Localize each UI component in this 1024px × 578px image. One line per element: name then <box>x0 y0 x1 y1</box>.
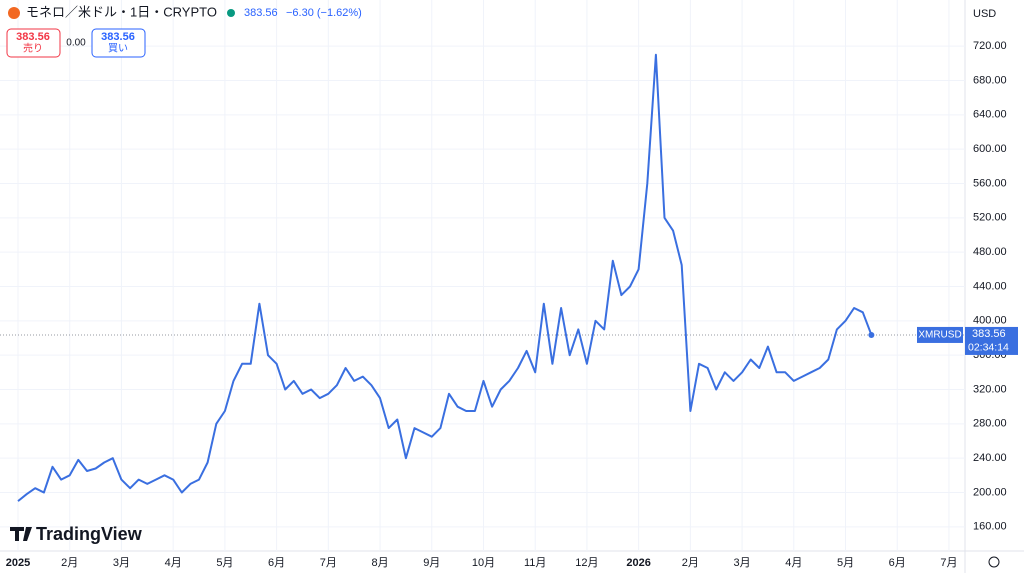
logo <box>10 527 32 541</box>
x-tick-label: 2025 <box>6 557 30 569</box>
x-tick-label: 11月 <box>524 557 546 569</box>
x-tick-label: 6月 <box>889 557 906 569</box>
buy-label: 買い <box>108 43 128 55</box>
price-label: 383.56 <box>972 328 1006 340</box>
countdown: 02:34:14 <box>968 342 1009 354</box>
brand: TradingView <box>36 524 143 544</box>
sell-button[interactable] <box>6 28 61 58</box>
y-tick-label: 160.00 <box>973 521 1007 533</box>
x-tick-label: 12月 <box>575 557 598 569</box>
y-tick-label: 640.00 <box>973 109 1007 121</box>
y-tick-label: 400.00 <box>973 315 1007 327</box>
y-tick-label: 280.00 <box>973 418 1007 430</box>
y-tick-label: 480.00 <box>973 246 1007 258</box>
sell-price: 383.56 <box>16 31 50 43</box>
x-tick-label: 2月 <box>61 557 78 569</box>
symbol[interactable]: モネロ／米ドル・1日・CRYPTO <box>26 4 217 19</box>
settings-icon[interactable] <box>988 556 1000 568</box>
status-dot <box>227 9 235 17</box>
y-tick-label: 720.00 <box>973 40 1007 52</box>
y-tick-label: 520.00 <box>973 212 1007 224</box>
x-tick-label: 8月 <box>371 557 388 569</box>
buy-price: 383.56 <box>101 31 135 43</box>
x-tick-label: 7月 <box>320 557 337 569</box>
x-tick-label: 4月 <box>165 557 182 569</box>
price-line <box>17 53 873 502</box>
change: −6.30 (−1.62%) <box>286 7 362 19</box>
x-tick-label: 9月 <box>423 557 440 569</box>
price-label-bg <box>965 326 1018 355</box>
coin-icon <box>8 7 20 19</box>
y-tick-label: 440.00 <box>973 280 1007 292</box>
plot <box>17 53 875 502</box>
sell-label: 売り <box>23 42 43 55</box>
y-tick-label: 680.00 <box>973 74 1007 86</box>
y-tick-label: 560.00 <box>973 177 1007 189</box>
x-tick-label: 3月 <box>734 557 751 569</box>
x-tick-label: 2月 <box>682 557 699 569</box>
symbol-label-bg <box>917 326 963 343</box>
spread: 0.00 <box>66 38 86 49</box>
symbol-label: XMRUSD <box>918 330 961 341</box>
x-tick-label: 5月 <box>216 557 233 569</box>
x-tick-label: 5月 <box>837 557 854 569</box>
buy-button[interactable] <box>91 28 146 58</box>
x-tick-label: 2026 <box>626 557 650 569</box>
grid <box>0 0 965 551</box>
x-tick-label: 10月 <box>472 557 495 569</box>
y-tick-label: 320.00 <box>973 383 1007 395</box>
y-tick-label: 200.00 <box>973 486 1007 498</box>
last-point <box>868 331 875 338</box>
x-tick-label: 4月 <box>785 557 802 569</box>
x-tick-label: 7月 <box>940 557 957 569</box>
price: 383.56 <box>244 7 278 19</box>
currency[interactable]: USD <box>973 8 996 20</box>
x-tick-label: 6月 <box>268 557 285 569</box>
y-tick-label: 600.00 <box>973 143 1007 155</box>
x-tick-label: 3月 <box>113 557 130 569</box>
y-tick-label: 240.00 <box>973 452 1007 464</box>
